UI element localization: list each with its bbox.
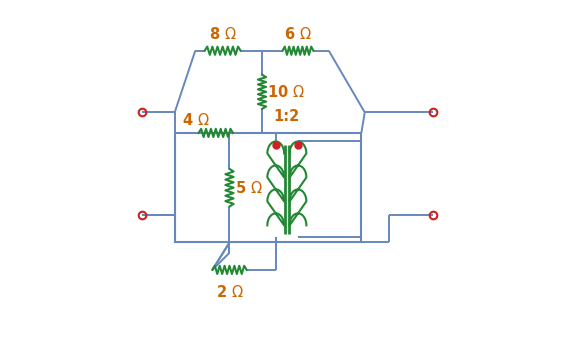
Text: 4 $\Omega$: 4 $\Omega$	[181, 112, 209, 128]
Text: 8 $\Omega$: 8 $\Omega$	[209, 26, 237, 42]
Text: 5 $\Omega$: 5 $\Omega$	[235, 180, 263, 196]
Bar	[174, 133, 362, 243]
Text: 2 $\Omega$: 2 $\Omega$	[216, 284, 243, 300]
Text: 10 $\Omega$: 10 $\Omega$	[267, 84, 305, 100]
Text: 1:2: 1:2	[273, 109, 299, 124]
Text: 6 $\Omega$: 6 $\Omega$	[284, 26, 312, 42]
